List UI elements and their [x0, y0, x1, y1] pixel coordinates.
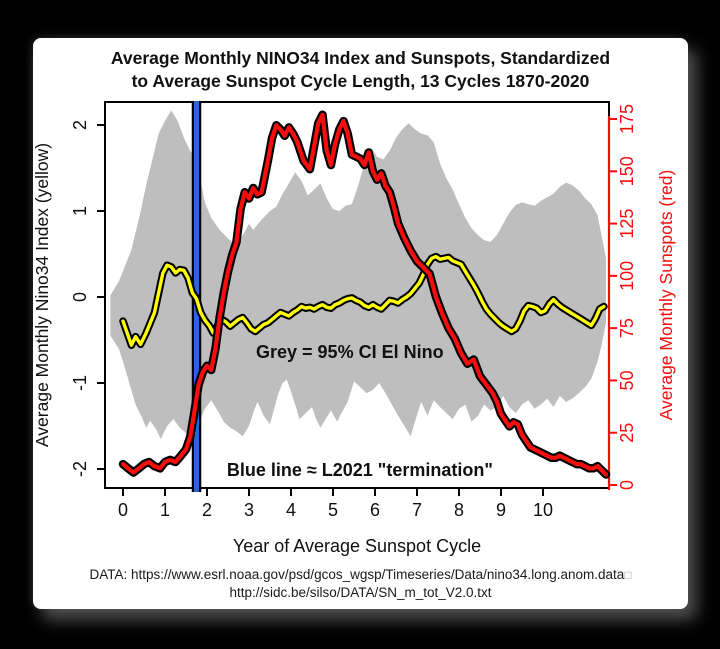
left-axis-tick-label: -1 — [70, 375, 90, 391]
chart-card: Average Monthly NINO34 Index and Sunspot… — [33, 38, 688, 609]
x-axis-tick-label: 2 — [202, 500, 212, 520]
data-source-line2: http://sidc.be/silso/DATA/SN_m_tot_V2.0.… — [229, 585, 492, 600]
right-axis-tick-label: 75 — [617, 318, 637, 338]
sunspots-line — [120, 112, 609, 477]
x-axis-tick-label: 4 — [286, 500, 296, 520]
right-axis-tick-label: 175 — [617, 104, 637, 134]
chart-title: Average Monthly NINO34 Index and Sunspot… — [33, 47, 688, 92]
x-axis-tick-label: 5 — [328, 500, 338, 520]
data-source-footer: DATA: https://www.esrl.noaa.gov/psd/gcos… — [33, 566, 688, 602]
ci-band — [110, 110, 607, 439]
left-axis-title: Average Monthly Nino34 Index (yellow) — [33, 143, 52, 447]
right-axis-title: Average Monthly Sunspots (red) — [656, 170, 676, 421]
x-axis-title: Year of Average Sunspot Cycle — [233, 536, 481, 556]
left-axis-tick-label: -2 — [70, 461, 90, 477]
x-axis-tick-label: 8 — [454, 500, 464, 520]
chart-title-line1: Average Monthly NINO34 Index and Sunspot… — [110, 48, 611, 68]
right-axis-tick-label: 150 — [617, 156, 637, 186]
annotation-1: Blue line ≈ L2021 "termination" — [227, 460, 493, 480]
x-axis-tick-label: 7 — [412, 500, 422, 520]
right-axis-tick-label: 25 — [617, 423, 637, 443]
data-source-line1: DATA: https://www.esrl.noaa.gov/psd/gcos… — [89, 567, 632, 582]
plot-area: 0 1 2 3 4 5 6 7 8 9 10 -2 -1 0 1 2 0 25 50 75 100 125 150 175 Ye… — [33, 101, 676, 556]
x-axis-tick-label: 6 — [370, 500, 380, 520]
right-axis-tick-label: 100 — [617, 261, 637, 291]
left-axis-tick-label: 0 — [70, 292, 90, 302]
annotation-0: Grey = 95% CI El Nino — [256, 342, 444, 362]
chart-title-line2: to Average Sunspot Cycle Length, 13 Cycl… — [131, 70, 590, 91]
nino34_index-line — [121, 254, 606, 347]
x-axis-tick-label: 3 — [244, 500, 254, 520]
x-axis-tick-label: 0 — [118, 500, 128, 520]
x-axis-tick-label: 9 — [496, 500, 506, 520]
right-axis-tick-label: 0 — [617, 480, 637, 490]
left-axis-tick-label: 1 — [70, 206, 90, 216]
left-axis-tick-label: 2 — [70, 120, 90, 130]
right-axis-tick-label: 50 — [617, 370, 637, 390]
tofu-glyph: □ — [624, 568, 632, 582]
x-axis-tick-label: 1 — [160, 500, 170, 520]
x-axis-tick-label: 10 — [533, 500, 553, 520]
right-axis-tick-label: 125 — [617, 209, 637, 239]
